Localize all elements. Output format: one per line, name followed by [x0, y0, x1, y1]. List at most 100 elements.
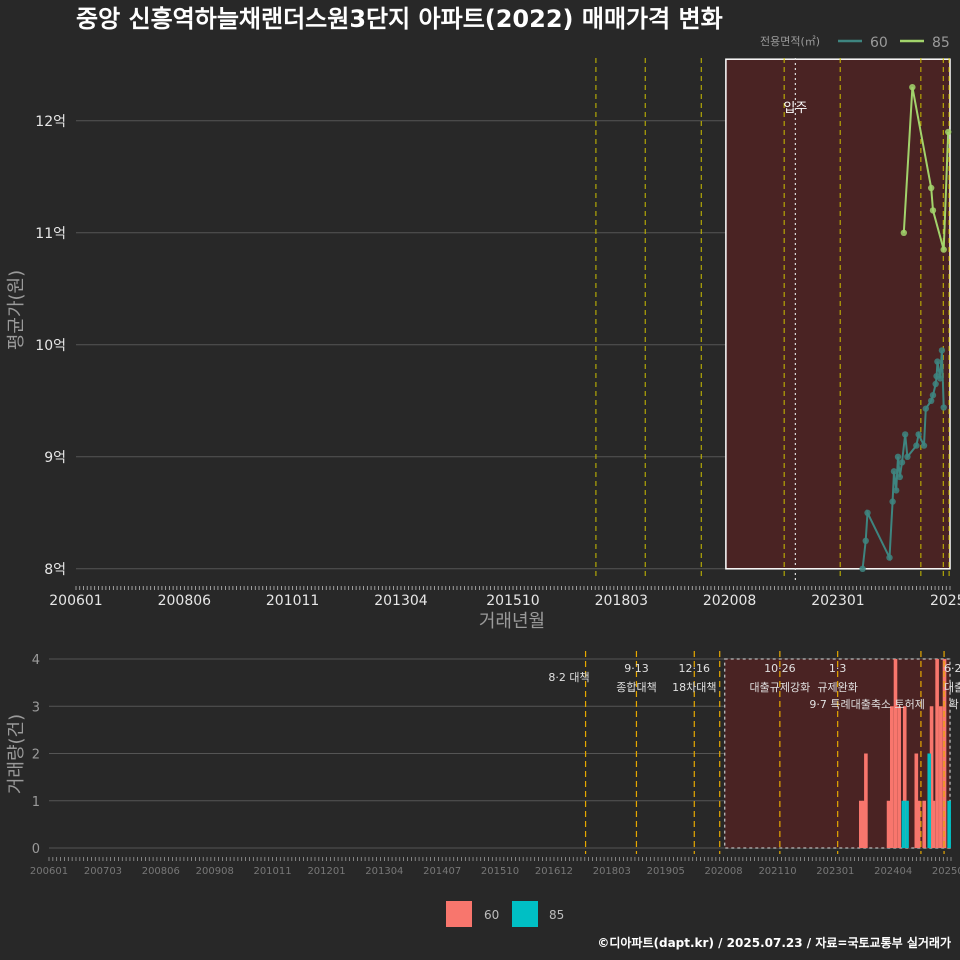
event-desc-3: 대출규제강화	[749, 681, 810, 694]
bottom-legend-swatch-85	[512, 901, 538, 927]
series-point-60-9	[898, 459, 906, 466]
series-point-60-12	[913, 442, 920, 449]
bar-60-3	[886, 800, 891, 848]
series-point-60-20	[934, 358, 941, 365]
series-point-60-23	[940, 404, 947, 411]
series-point-85-3	[929, 207, 937, 214]
series-point-60-4	[889, 498, 896, 505]
legend-label-85: 85	[932, 35, 950, 51]
bar-60-5	[893, 659, 898, 848]
series-point-85-5	[945, 128, 952, 136]
top-series	[859, 84, 952, 572]
chart-title: 중앙 신흥역하늘채랜더스원3단지 아파트(2022) 매매가격 변화	[76, 5, 723, 33]
bar-60-1	[862, 800, 866, 848]
bar-85-2	[927, 753, 932, 848]
series-point-85-0	[900, 229, 908, 236]
legend-title: 전용면적(㎡)	[760, 35, 820, 48]
bottom-y-tick-label-1: 1	[32, 795, 40, 810]
top-y-tick-label-4: 12억	[35, 114, 66, 130]
event-date-2: 12·16	[679, 662, 711, 675]
series-point-60-2	[864, 509, 871, 516]
series-point-85-4	[940, 246, 947, 253]
series-point-60-5	[890, 468, 898, 475]
series-line-85	[902, 87, 950, 250]
bottom-y-tick-label-0: 0	[32, 842, 40, 857]
bottom-axes: 200601 200703 200806 200908 201011 201201 2013…	[30, 857, 960, 877]
bottom-x-tick-label-9: 201612	[535, 866, 573, 877]
event-desc-6: 대출	[944, 681, 960, 694]
series-point-60-0	[859, 565, 866, 572]
bottom-x-tick-label-16: 202507	[932, 866, 960, 877]
bottom-x-tick-label-3: 200908	[196, 866, 234, 877]
series-point-60-17	[929, 392, 937, 399]
top-x-tick-label-5: 201803	[595, 593, 648, 609]
bottom-x-tick-label-0: 200601	[30, 866, 68, 877]
series-point-60-8	[896, 473, 904, 481]
bottom-y-tick-label-4: 4	[32, 653, 40, 668]
bottom-legend-label-85: 85	[549, 908, 564, 922]
bar-60-11	[929, 706, 934, 848]
bottom-x-tick-label-13: 202110	[758, 866, 796, 877]
top-x-axis-title: 거래년월	[479, 611, 545, 632]
series-point-85-1	[909, 84, 916, 91]
event-date-6: 6·2	[944, 662, 960, 675]
series-point-60-7	[894, 453, 902, 460]
bottom-legend-swatch-60	[446, 901, 472, 927]
bar-85-3	[947, 800, 951, 848]
series-point-85-2	[927, 184, 935, 192]
caption: ©디아파트(dapt.kr) / 2025.07.23 / 자료=국토교통부 실…	[597, 935, 951, 950]
bottom-x-tick-label-12: 202008	[704, 866, 742, 877]
event-date-4: 1·3	[829, 662, 847, 675]
bottom-x-tick-label-2: 200806	[142, 866, 180, 877]
bar-60-13	[935, 659, 939, 848]
event-desc-4: 규제완화	[817, 681, 857, 694]
bottom-y-tick-label-2: 2	[32, 748, 40, 763]
event-label-0: 8·2 대책	[548, 671, 589, 684]
series-point-60-3	[886, 554, 893, 561]
top-x-tick-label-0: 200601	[49, 593, 102, 609]
bottom-legend: 60 85	[446, 901, 564, 927]
bottom-x-tick-label-15: 202404	[874, 866, 912, 877]
event-desc-1: 종합대책	[616, 681, 656, 694]
move-in-label: 입주	[783, 101, 807, 116]
event-date-3: 10·26	[764, 662, 796, 675]
top-x-tick-label-6: 202008	[703, 593, 756, 609]
event-desc-2: 18차대책	[672, 681, 716, 694]
top-x-tick-label-4: 201510	[486, 593, 539, 609]
event-label-5: 9·7 특례대출축소 토허제	[809, 698, 925, 711]
top-x-tick-label-8: 2025	[930, 593, 960, 609]
series-point-60-11	[904, 453, 911, 460]
series-point-60-21	[936, 375, 944, 382]
bar-60-0	[859, 800, 863, 848]
bar-60-14	[939, 706, 943, 848]
bottom-x-tick-label-11: 201905	[647, 866, 685, 877]
top-x-tick-label-1: 200806	[158, 593, 212, 609]
top-highlight-box	[725, 58, 951, 570]
top-y-axis-title: 평균가(원)	[6, 270, 27, 350]
series-point-60-18	[932, 380, 939, 388]
series-point-60-13	[915, 431, 922, 438]
bar-85-1	[905, 800, 909, 848]
bar-60-8	[914, 753, 919, 848]
series-point-60-6	[893, 487, 900, 494]
series-point-60-10	[901, 431, 909, 438]
series-point-60-15	[922, 405, 929, 412]
top-x-tick-label-2: 201011	[266, 593, 319, 609]
top-event-lines: 입주	[595, 58, 950, 580]
bottom-y-axis-title: 거래량(건)	[6, 714, 27, 794]
bar-60-7	[902, 706, 907, 848]
event-date-1: 9·13	[624, 662, 649, 675]
bar-60-10	[922, 800, 926, 848]
top-y-tick-label-0: 8억	[44, 562, 66, 578]
event-label-7: 확	[949, 698, 959, 711]
bottom-x-tick-label-4: 201011	[253, 866, 291, 877]
top-x-tick-label-7: 202301	[811, 593, 864, 609]
bar-60-2	[864, 753, 868, 848]
bar-60-6	[897, 706, 901, 848]
bar-85-0	[901, 800, 906, 848]
bottom-y-tick-label-3: 3	[32, 700, 40, 715]
bar-60-9	[916, 800, 921, 848]
series-point-60-14	[920, 442, 928, 449]
bar-60-4	[889, 706, 894, 848]
series-point-60-22	[938, 347, 946, 354]
